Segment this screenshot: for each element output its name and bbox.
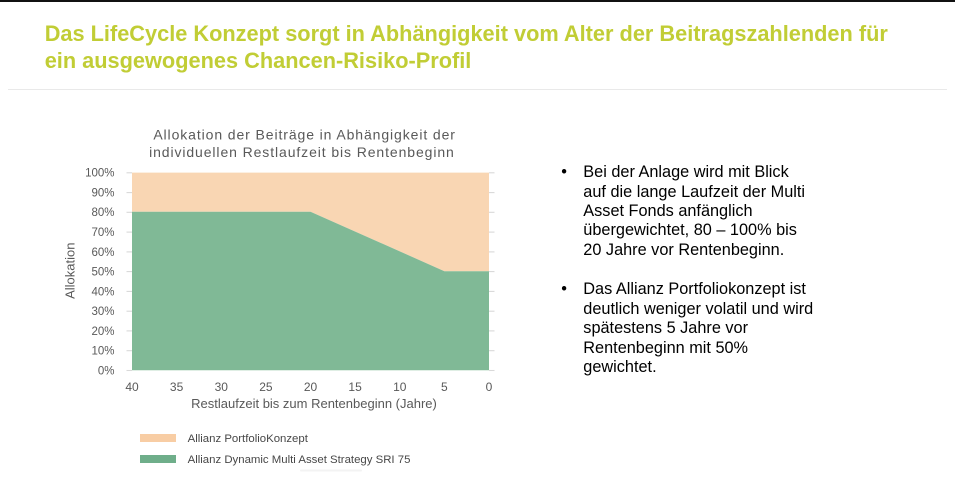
svg-text:Allokation der Beiträge in Abh: Allokation der Beiträge in Abhängigkeit … <box>153 127 456 143</box>
svg-text:40: 40 <box>125 380 139 394</box>
svg-text:0: 0 <box>486 380 493 394</box>
svg-text:50%: 50% <box>91 267 114 279</box>
svg-text:20: 20 <box>304 380 318 394</box>
svg-text:30%: 30% <box>91 306 114 318</box>
svg-text:10%: 10% <box>91 346 114 358</box>
svg-text:80%: 80% <box>91 207 114 219</box>
svg-text:10: 10 <box>393 380 407 394</box>
svg-text:Allokation: Allokation <box>63 243 78 299</box>
svg-text:individuellen Restlaufzeit bis: individuellen Restlaufzeit bis Rentenbeg… <box>149 144 455 160</box>
svg-text:Allianz PortfolioKonzept: Allianz PortfolioKonzept <box>188 433 309 445</box>
svg-text:25: 25 <box>259 380 273 394</box>
svg-text:0%: 0% <box>98 365 115 377</box>
svg-text:5: 5 <box>441 380 448 394</box>
svg-text:15: 15 <box>348 380 362 394</box>
svg-text:60%: 60% <box>91 247 114 259</box>
svg-text:70%: 70% <box>91 227 114 239</box>
svg-text:30: 30 <box>215 380 229 394</box>
svg-text:100%: 100% <box>85 168 114 180</box>
svg-text:Allianz Dynamic Multi Asset St: Allianz Dynamic Multi Asset Strategy SRI… <box>188 454 411 466</box>
svg-text:40%: 40% <box>91 286 114 298</box>
svg-text:20%: 20% <box>91 326 114 338</box>
svg-text:Restlaufzeit bis zum Rentenbeg: Restlaufzeit bis zum Rentenbeginn (Jahre… <box>191 396 437 411</box>
svg-text:90%: 90% <box>91 188 114 200</box>
svg-text:35: 35 <box>170 380 184 394</box>
